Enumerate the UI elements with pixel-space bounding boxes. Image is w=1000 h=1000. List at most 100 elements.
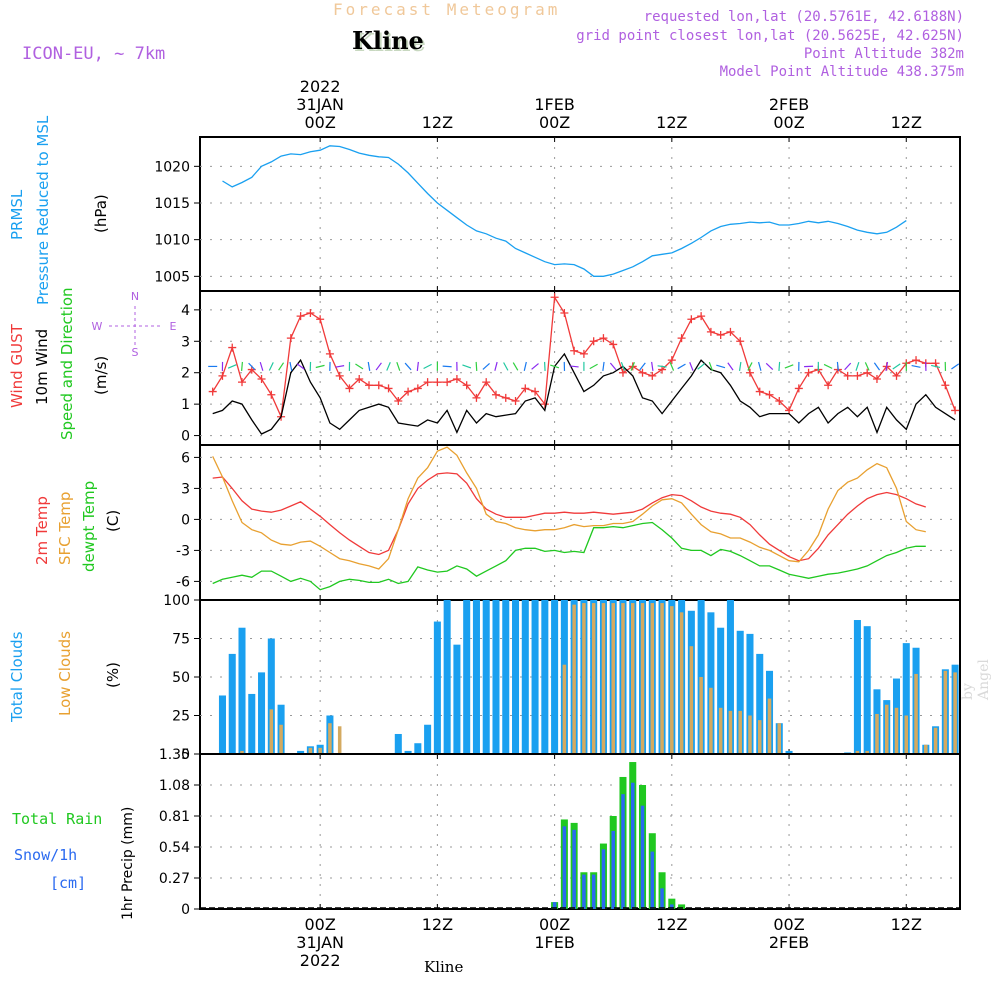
ytick-label: 4 [181, 303, 190, 319]
wind-arrow [404, 362, 412, 371]
ytick-label: 0.27 [159, 871, 190, 887]
wind-arrow [335, 365, 345, 368]
wind-arrow [367, 361, 371, 371]
total-cloud-bar [502, 600, 510, 754]
top-time-label: 12Z [891, 113, 922, 132]
low-cloud-bar [679, 612, 684, 754]
wind-arrow [778, 361, 781, 371]
total-cloud-bar [512, 600, 520, 754]
total-cloud-bar [443, 600, 451, 754]
wind-arrow [765, 362, 774, 370]
wind-arrow [550, 364, 560, 369]
wind-arrow [669, 362, 675, 371]
model-name: ICON-EU, ~ 7km [22, 44, 166, 64]
gust-point [638, 368, 647, 377]
t2m-line [212, 472, 926, 562]
total-cloud-bar [531, 600, 539, 754]
ytick-label: 0.54 [159, 840, 190, 856]
wind-arrow [620, 362, 626, 371]
wind-arrow [651, 361, 654, 371]
wind-arrow [531, 363, 539, 370]
ytick-label: 0.81 [159, 809, 190, 825]
total-cloud-bar [853, 620, 861, 754]
total-cloud-bar [414, 743, 422, 754]
gust-point [433, 378, 442, 387]
low-cloud-bar [894, 707, 899, 754]
low-cloud-bar [855, 750, 860, 754]
wind-arrow [864, 362, 870, 371]
gust-point [521, 384, 530, 393]
gust-point [218, 371, 227, 380]
gust-point [355, 375, 364, 383]
total-cloud-bar [218, 695, 226, 754]
snow-bar [650, 851, 655, 909]
snow-bar [572, 829, 576, 909]
rain-bar [668, 898, 676, 909]
wind-arrow [757, 361, 762, 371]
bottom-time-label: 00Z [539, 915, 570, 934]
top-time-label: 00Z [539, 113, 570, 132]
snow-bar [601, 849, 606, 909]
bottom-date-label: 2FEB [769, 933, 809, 952]
wind-arrow [630, 362, 635, 371]
gust-point [491, 390, 500, 399]
total-cloud-bar [785, 750, 793, 754]
ytick-label: 25 [172, 709, 190, 725]
wind-arrow [423, 363, 432, 370]
total-cloud-bar [472, 600, 480, 754]
total-cloud-bar [267, 638, 275, 754]
panel-clouds: 0 25 50 75 100 [163, 593, 961, 763]
gust-point [423, 378, 432, 387]
wind-arrow [296, 363, 305, 370]
low-cloud-bar [601, 603, 606, 754]
wind-arrow [657, 365, 667, 368]
gust-point [462, 381, 471, 390]
wind-arrow [375, 362, 382, 371]
top-year-label: 2022 [300, 77, 341, 96]
gust-point [716, 331, 725, 339]
panel-wind: 0 1 2 3 4 [181, 290, 961, 446]
low-cloud-bar [328, 723, 332, 754]
total-cloud-bar [228, 653, 236, 754]
top-date-label: 31JAN [296, 95, 344, 114]
panels: 100510101015102001234-6-3036025507510000… [154, 136, 961, 918]
wind-arrow [386, 362, 391, 371]
gust-point [589, 337, 598, 346]
gust-point [794, 384, 803, 393]
low-cloud-bar [572, 604, 576, 754]
rain-label: Total Rain [12, 810, 103, 828]
compass-w: W [92, 320, 103, 333]
total-cloud-bar [541, 600, 549, 754]
low-cloud-bar [279, 724, 283, 754]
wind-arrow [512, 362, 519, 371]
bottom-time-label: 12Z [656, 915, 687, 934]
gust-point [394, 397, 403, 405]
low-cloud-bar [924, 744, 928, 754]
compass-s: S [132, 346, 139, 359]
wind-arrow [823, 363, 833, 369]
top-time-label: 00Z [773, 113, 804, 132]
total-cloud-bar [717, 627, 725, 754]
wind-arrow [609, 362, 617, 371]
gust-point [325, 349, 334, 358]
wind-arrow [503, 362, 509, 371]
sfc-temp-line [212, 446, 926, 570]
low-cloud-bar [709, 687, 713, 754]
wind-arrow [278, 362, 285, 371]
gust-point [872, 375, 881, 383]
ytick-label: 0 [181, 512, 190, 528]
gust-point [306, 309, 315, 317]
total-cloud-bar [258, 672, 266, 754]
pressure-line [222, 145, 907, 277]
low-cloud-bar [757, 720, 762, 754]
low-cloud-bar [689, 646, 694, 754]
wind-arrow [747, 362, 753, 371]
gust-point [404, 387, 413, 396]
wind-arrow [716, 364, 726, 369]
bottom-time-label: 12Z [422, 915, 453, 934]
low-cloud-bar [582, 603, 586, 754]
low-cloud-bar [337, 726, 342, 754]
compass-e: E [170, 320, 177, 333]
total-cloud-bar [863, 626, 871, 754]
gust-point [384, 384, 393, 393]
